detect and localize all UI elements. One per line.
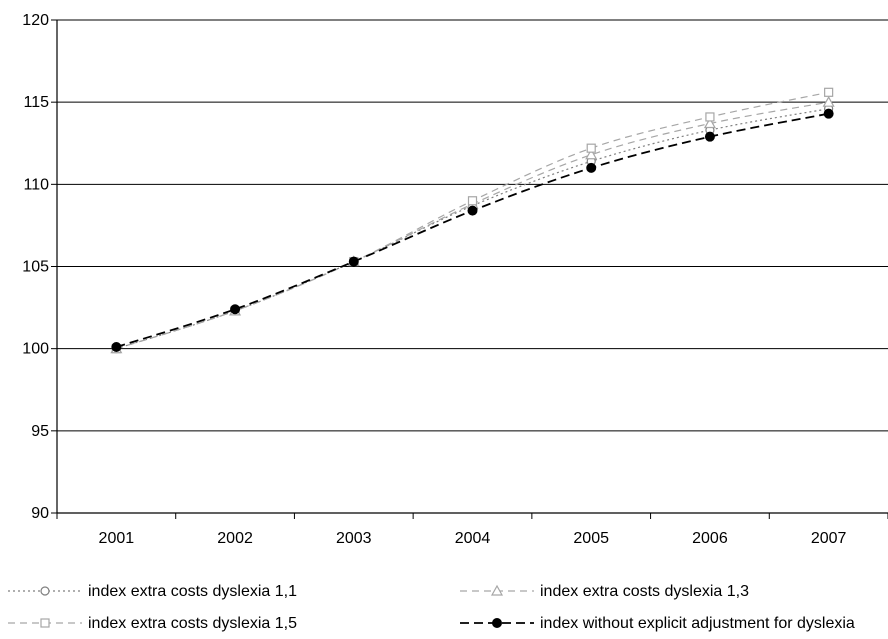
y-tick-label: 115 bbox=[23, 94, 49, 111]
data-point bbox=[705, 112, 715, 122]
data-point bbox=[111, 342, 122, 353]
data-point bbox=[704, 131, 715, 142]
legend-item: index without explicit adjustment for dy… bbox=[460, 615, 855, 632]
legend-label: index extra costs dyslexia 1,5 bbox=[88, 615, 297, 632]
x-tick-label: 2007 bbox=[811, 530, 847, 547]
axes bbox=[51, 19, 888, 519]
series-3 bbox=[111, 87, 834, 354]
y-tick-label: 100 bbox=[22, 341, 49, 358]
y-tick-labels: 90 95 100 105 110 115 120 bbox=[22, 12, 49, 522]
legend-label: index extra costs dyslexia 1,3 bbox=[540, 583, 749, 600]
y-tick-label: 120 bbox=[22, 12, 49, 29]
y-tick-label: 105 bbox=[22, 259, 49, 276]
data-point bbox=[703, 117, 716, 129]
legend-marker bbox=[492, 618, 502, 628]
series-line bbox=[116, 91, 829, 350]
series-line bbox=[116, 112, 829, 348]
data-point bbox=[586, 162, 597, 173]
y-tick-label: 110 bbox=[23, 176, 49, 193]
data-point bbox=[585, 148, 598, 160]
legend-marker bbox=[490, 584, 504, 596]
legend-label: index without explicit adjustment for dy… bbox=[540, 615, 855, 632]
series-2 bbox=[110, 95, 835, 354]
legend-item: index extra costs dyslexia 1,3 bbox=[460, 583, 749, 600]
data-point bbox=[822, 95, 835, 107]
x-tick-label: 2003 bbox=[336, 530, 372, 547]
series-4 bbox=[111, 108, 834, 353]
data-point bbox=[586, 143, 596, 153]
legend-marker bbox=[40, 618, 50, 628]
y-tick-label: 90 bbox=[31, 505, 49, 522]
data-point bbox=[823, 108, 834, 119]
legend-item: index extra costs dyslexia 1,1 bbox=[8, 583, 297, 600]
x-tick-label: 2005 bbox=[573, 530, 609, 547]
x-tick-label: 2006 bbox=[692, 530, 728, 547]
legend-marker bbox=[40, 586, 50, 596]
y-tick-label: 95 bbox=[31, 423, 49, 440]
data-point bbox=[230, 304, 241, 315]
grid bbox=[57, 19, 888, 432]
data-point bbox=[467, 196, 478, 206]
x-tick-label: 2001 bbox=[99, 530, 135, 547]
data-point bbox=[824, 87, 834, 97]
x-tick-label: 2002 bbox=[217, 530, 253, 547]
x-tick-labels: 2001 2002 2003 2004 2005 2006 2007 bbox=[99, 530, 847, 547]
legend: index extra costs dyslexia 1,1 index extr… bbox=[8, 583, 855, 632]
legend-item: index extra costs dyslexia 1,5 bbox=[8, 615, 297, 632]
series-line bbox=[116, 101, 829, 350]
data-point bbox=[348, 256, 359, 267]
series bbox=[110, 87, 835, 354]
legend-label: index extra costs dyslexia 1,1 bbox=[88, 583, 297, 600]
x-tick-label: 2004 bbox=[455, 530, 491, 547]
data-point bbox=[467, 205, 478, 216]
